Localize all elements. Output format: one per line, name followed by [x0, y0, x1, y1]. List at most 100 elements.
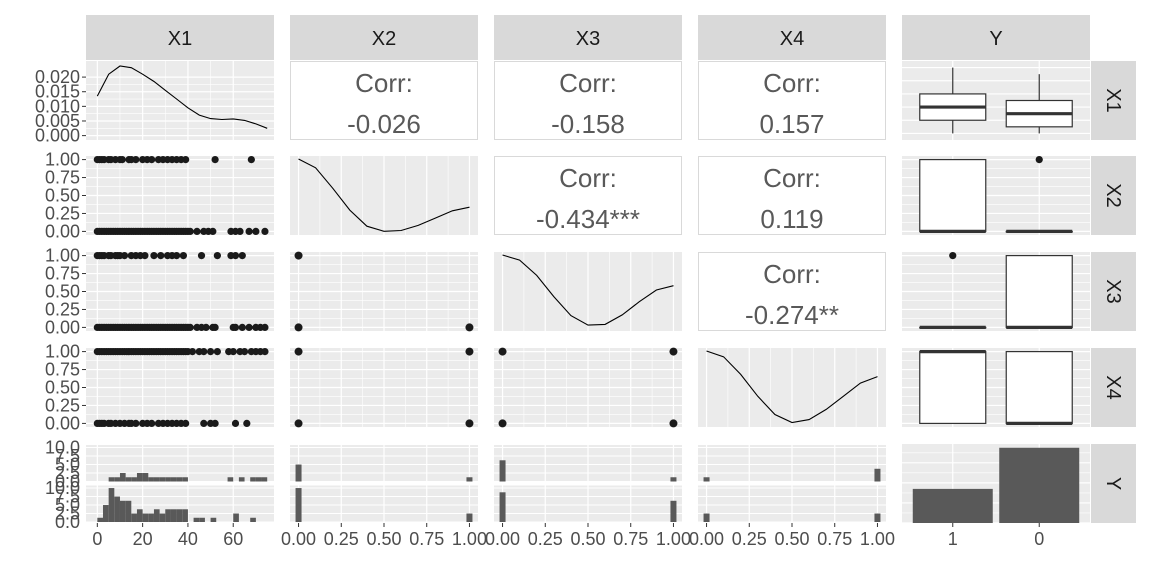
y-tick-label-hist-upper: 0.0 — [55, 472, 80, 492]
y-tick-label-hist-upper: 2.5 — [55, 463, 80, 483]
hist-bar-X1-Y1 — [182, 477, 188, 482]
scatter-point-X3 — [245, 323, 253, 332]
box-outlier — [1035, 155, 1043, 164]
y-tick-label: 0.000 — [35, 126, 80, 146]
scatter-point-X2 — [118, 155, 126, 164]
corr-label: Corr: — [763, 163, 821, 193]
scatter-point-X4 — [132, 419, 140, 428]
hist-bar-X3-Y1 — [499, 460, 506, 482]
x-tick-label: 0.25 — [732, 529, 767, 549]
hist-bar-X1-Y0 — [102, 505, 109, 522]
scatter-point-X2 — [182, 155, 190, 164]
hist-bar-X1-Y0 — [153, 509, 160, 522]
scatter-point-X2_X4 — [465, 347, 474, 356]
strip-label-right-Y: Y — [1102, 477, 1124, 490]
hist-bar-X1-Y1 — [114, 477, 120, 482]
y-tick-label-hist-lower: 0.0 — [55, 512, 80, 532]
scatter-point-X3 — [173, 251, 181, 260]
scatter-point-X3 — [150, 251, 158, 260]
hist-bar-X1-Y0 — [182, 509, 188, 522]
bar-Y-1 — [912, 488, 993, 523]
corr-value: -0.158 — [551, 109, 625, 139]
scatter-point-X3 — [197, 251, 206, 260]
scatter-point-X2 — [252, 227, 260, 236]
hist-bar-X1-Y0 — [210, 517, 217, 522]
hist-bar-X1-Y0 — [136, 509, 143, 522]
hist-bar-X4-Y1 — [874, 468, 881, 482]
hist-bar-X1-Y0 — [97, 517, 103, 522]
hist-bar-X1-Y0 — [250, 517, 256, 522]
scatter-point-X2_X4 — [294, 419, 303, 428]
hist-bar-X1-Y0 — [114, 496, 120, 522]
hist-bar-X1-Y0 — [199, 517, 205, 522]
density-line-X2 — [298, 158, 470, 232]
x-tick-label-Y: 0 — [1034, 529, 1044, 549]
hist-bar-X1-Y1 — [165, 477, 171, 482]
hist-bar-X4-Y0 — [703, 513, 710, 522]
scatter-point-X3 — [157, 251, 165, 260]
hist-bar-X4-Y1 — [703, 477, 710, 482]
y-tick-label: 0.00 — [45, 413, 80, 433]
hist-bar-X1-Y1 — [170, 477, 177, 482]
scatter-point-X4 — [213, 347, 221, 356]
scatter-point-X3 — [238, 323, 246, 332]
y-tick-label: 0.25 — [45, 395, 80, 415]
scatter-point-X2_X4 — [465, 419, 474, 428]
corr-panel-X1-X4 — [698, 61, 886, 140]
scatter-point-X3_X4 — [669, 347, 678, 356]
corr-value: -0.434*** — [536, 204, 640, 234]
hist-bar-X1-Y1 — [227, 477, 234, 482]
hist-bar-X1-Y0 — [119, 500, 126, 522]
strip-top-X3 — [494, 15, 682, 60]
density-line-X3 — [502, 254, 674, 326]
hist-bar-X1-Y1 — [159, 477, 166, 482]
scatter-point-X3 — [141, 251, 149, 260]
y-tick-label-hist-lower: 7.5 — [55, 487, 80, 507]
strip-top-X2 — [290, 15, 478, 60]
x-tick-label: 0 — [92, 529, 102, 549]
hist-bar-X1-Y1 — [131, 477, 137, 482]
scatter-point-X3 — [120, 251, 129, 260]
corr-value: 0.119 — [760, 204, 823, 234]
y-tick-label-hist-lower: 5.0 — [55, 495, 80, 515]
strip-label-right-X3: X3 — [1102, 279, 1124, 303]
corr-value: -0.274** — [745, 300, 839, 330]
x-tick-label: 0.25 — [324, 529, 359, 549]
corr-panel-X1-X3 — [494, 61, 682, 140]
scatter-point-X3 — [186, 323, 194, 332]
y-tick-label: 0.75 — [45, 264, 80, 284]
corr-panel-X3-X4 — [698, 252, 886, 331]
strip-label-right-X2: X2 — [1102, 183, 1124, 207]
y-tick-label: 0.75 — [45, 360, 80, 380]
y-tick-label: 0.00 — [45, 317, 80, 337]
y-tick-label: 0.015 — [35, 82, 80, 102]
y-tick-label: 1.00 — [45, 150, 80, 170]
y-tick-label: 0.005 — [35, 111, 80, 131]
hist-bar-X3-Y0 — [499, 492, 506, 522]
hist-bar-X1-Y0 — [159, 513, 166, 522]
scatter-point-X4 — [211, 419, 219, 428]
scatter-point-X4 — [261, 347, 269, 356]
strip-label-top-Y: Y — [989, 28, 1002, 50]
strip-label-top-X3: X3 — [576, 28, 600, 50]
y-tick-label-hist-upper: 7.5 — [55, 446, 80, 466]
scatter-point-X3 — [211, 323, 219, 332]
hist-bar-X1-Y0 — [148, 513, 154, 522]
hist-bar-X2-Y0 — [466, 513, 473, 522]
scatter-point-X2 — [186, 227, 194, 236]
x-tick-label: 40 — [178, 529, 198, 549]
density-line-X1 — [96, 65, 268, 129]
x-tick-label: 20 — [133, 529, 153, 549]
box-body — [919, 350, 987, 425]
scatter-point-X2_X3 — [294, 323, 303, 332]
hist-bar-X1-Y1 — [153, 477, 160, 482]
strip-right-Y — [1091, 444, 1136, 523]
corr-panel-X1-X2 — [290, 61, 478, 140]
strip-right-X2 — [1091, 156, 1136, 235]
strip-right-X4 — [1091, 348, 1136, 427]
hist-bar-X1-Y0 — [125, 500, 132, 522]
x-tick-label: 0.75 — [817, 529, 852, 549]
x-tick-label: 0.50 — [570, 529, 605, 549]
y-tick-label-hist-lower: 10.0 — [45, 478, 80, 498]
x-tick-label: 1.00 — [452, 529, 487, 549]
